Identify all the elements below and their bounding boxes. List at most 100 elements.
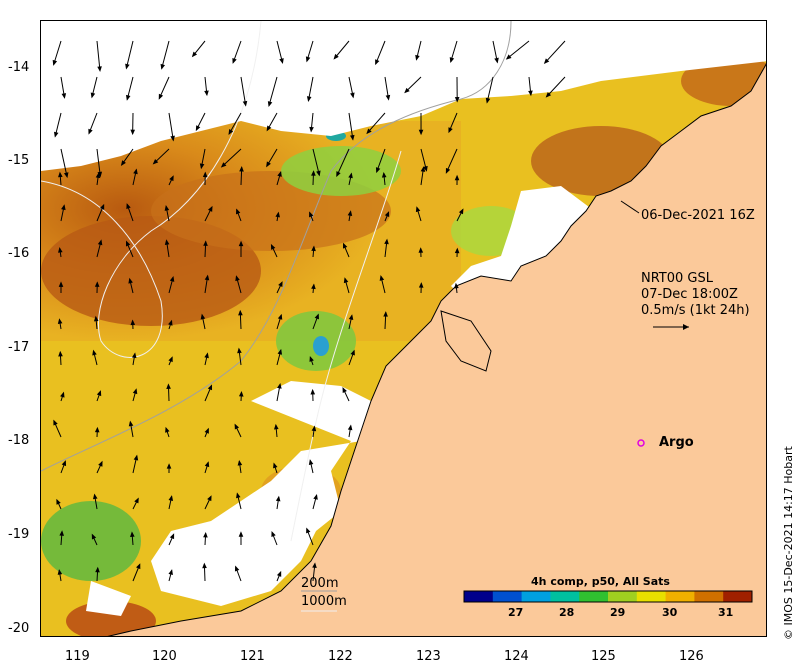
current-arrow-head [228,129,234,135]
map-canvas [41,21,766,636]
cloud-mask-north [41,21,766,171]
colorbar-segment [492,591,523,602]
current-arrow-head [350,92,355,99]
current-arrow-head [130,319,136,326]
current-arrow-head [485,97,491,104]
y-tick-label: -14 [8,60,30,75]
current-arrow-head [125,63,130,70]
current-arrow-head [92,493,98,500]
current-arrow [506,40,530,60]
current-arrow-head [266,125,272,132]
current-arrow-head [277,313,283,320]
current-arrow-head [99,203,105,210]
current-arrow-head [58,171,63,178]
current-arrow-head [238,531,244,537]
current-arrow-head [130,531,135,537]
current-arrow-head [204,274,210,281]
current-arrow-head [545,92,552,98]
current-arrow-head [350,349,355,356]
current-arrow-head [348,172,353,179]
current-arrow-head [418,282,424,288]
current-arrow-head [306,96,312,102]
current-arrow-head [273,423,279,430]
current-arrow-head [311,425,317,432]
current-arrow-head [152,159,159,165]
current-arrow-head [61,204,66,211]
current-time-label: 07-Dec 18:00Z [641,287,738,302]
y-tick-label: -16 [8,246,30,261]
scale-label: 0.5m/s (1kt 24h) [641,303,750,318]
current-arrow-head [270,243,276,250]
current-arrow-head [385,94,391,101]
current-arrow [161,40,170,69]
current-arrow-head [267,101,273,108]
y-tick-label: -18 [8,433,30,448]
current-arrow-head [237,459,243,466]
current-arrow-head [204,352,209,359]
current-arrow-head [528,90,533,97]
colorbar-outline [463,590,753,603]
current-arrow-head [449,57,455,64]
current-arrow-head [202,562,207,569]
current-arrow-head [128,277,133,284]
x-tick-label: 119 [65,649,90,664]
current-arrow-head [375,59,380,66]
x-tick-label: 121 [240,649,265,664]
current-arrow-head [266,161,271,168]
current-arrow-head [63,172,69,179]
sst-map: 06-Dec-2021 16Z NRT00 GSL 07-Dec 18:00Z … [40,20,767,637]
current-arrow-head [58,281,64,287]
current-arrow-head [238,390,244,397]
current-arrow-head [418,247,424,253]
land-kimberley-headland [440,310,492,372]
colorbar [463,590,753,603]
current-arrow-head [310,388,316,395]
colorbar-tick: 28 [559,606,575,619]
current-arrow-head [131,352,137,359]
current-arrow-head [53,131,59,138]
current-arrow-head [375,167,381,174]
current-arrow-head [59,530,65,536]
current-arrow-head [57,318,63,325]
y-tick-label: -17 [8,340,30,355]
current-arrow-head [343,242,348,249]
current-arrow-head [235,275,240,282]
current-arrow-head [53,419,58,426]
current-arrow-head [271,531,276,537]
current-arrow-head [458,208,464,215]
current-arrow-head [166,383,171,389]
current-arrow-head [381,171,387,178]
current-arrow-head [234,565,240,572]
current-arrow-head [448,127,453,134]
x-tick-label: 122 [328,649,353,664]
x-tick-label: 120 [152,649,177,664]
isobath-200m [41,21,512,472]
current-arrow-head [204,427,209,434]
current-arrow-head [120,160,126,166]
current-arrow [445,148,458,173]
current-arrow-head [347,210,353,217]
current-arrow-head [200,313,206,320]
isobath-1000-label: 1000m [301,594,347,609]
x-tick-label: 125 [591,649,616,664]
current-arrow-head [165,426,170,433]
current-arrow-head [61,93,67,99]
current-arrow [168,112,174,141]
current-arrow [96,148,101,177]
current-arrow-head [415,54,420,61]
current-arrow-head [126,203,131,210]
y-tick-label: -19 [8,527,30,542]
current-arrow-head [311,283,316,290]
current-arrow-head [404,87,410,94]
current-arrow-head [56,498,61,505]
sea-blue-spot [313,336,329,356]
current-arrow-head [220,162,227,168]
current-arrow-head [383,311,388,317]
current-arrow-head [94,281,100,287]
current-arrow-head [418,129,424,136]
current-arrow-head [207,495,212,502]
pass-time-label: 06-Dec-2021 16Z [641,208,755,223]
current-arrow-head [316,170,321,177]
sea-green-patch-3 [41,501,141,581]
current-arrow-head [347,424,353,431]
